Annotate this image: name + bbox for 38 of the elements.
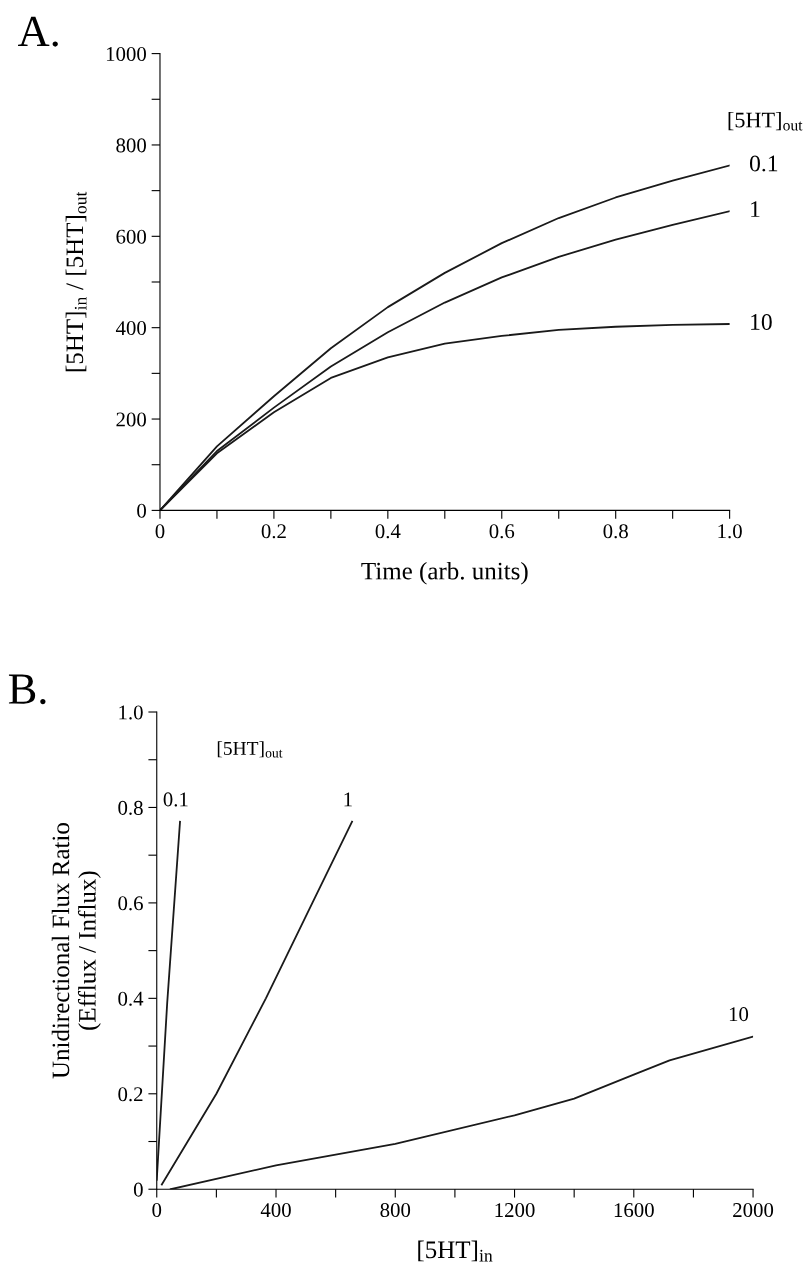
- x-tick-label: 0.8: [603, 524, 628, 539]
- y-tick-label: 0.2: [118, 1087, 143, 1102]
- y-tick-label: 0: [133, 1182, 143, 1197]
- series-label: 0.1: [163, 792, 188, 807]
- y-tick-label: 0.4: [118, 991, 144, 1006]
- x-axis-title: Time (arb. units): [361, 561, 528, 585]
- x-tick-label: 0: [152, 1203, 162, 1218]
- legend-title: [5HT]$_{out}$: [728, 111, 803, 131]
- series-label: 1: [344, 792, 352, 807]
- y-tick-label: 200: [116, 412, 146, 427]
- y-tick-label: 1000: [106, 46, 146, 62]
- x-tick-label: 0.4: [375, 524, 401, 539]
- x-axis-title: [5HT]$_{in}$: [418, 1240, 493, 1262]
- y-tick-label: 1.0: [119, 705, 143, 720]
- x-tick-label: 0.6: [489, 524, 515, 539]
- y-tick-label: 600: [116, 229, 146, 244]
- legend-title: [5HT]$_{out}$: [217, 741, 283, 758]
- series-label: 0.1: [749, 155, 778, 172]
- y-axis-title: [5HT]$_{in}$ / [5HT]$_{out}$: [65, 191, 87, 372]
- series-label: 10: [751, 314, 772, 330]
- y-tick-label: 0: [137, 503, 146, 518]
- series-label: 1: [751, 201, 760, 217]
- y-tick-label: 800: [116, 138, 146, 153]
- chart-title: B.: [8, 674, 46, 705]
- y-tick-label: 0.8: [118, 800, 143, 815]
- x-tick-label: 1200: [495, 1203, 535, 1218]
- x-tick-label: 400: [260, 1203, 291, 1218]
- y-tick-label: 400: [115, 321, 146, 336]
- chart-title: A.: [18, 16, 58, 47]
- x-tick-label: 1.0: [718, 524, 742, 539]
- series-label: 10: [729, 1007, 749, 1022]
- y-axis-title: Unidirectional Flux Ratio (Efflux / Influx): [51, 823, 101, 1079]
- x-tick-label: 0: [155, 524, 165, 539]
- x-tick-label: 800: [380, 1203, 411, 1218]
- y-tick-label: 0.6: [118, 896, 143, 911]
- x-tick-label: 1600: [614, 1203, 654, 1218]
- x-tick-label: 2000: [733, 1203, 774, 1218]
- x-tick-label: 0.2: [261, 524, 286, 539]
